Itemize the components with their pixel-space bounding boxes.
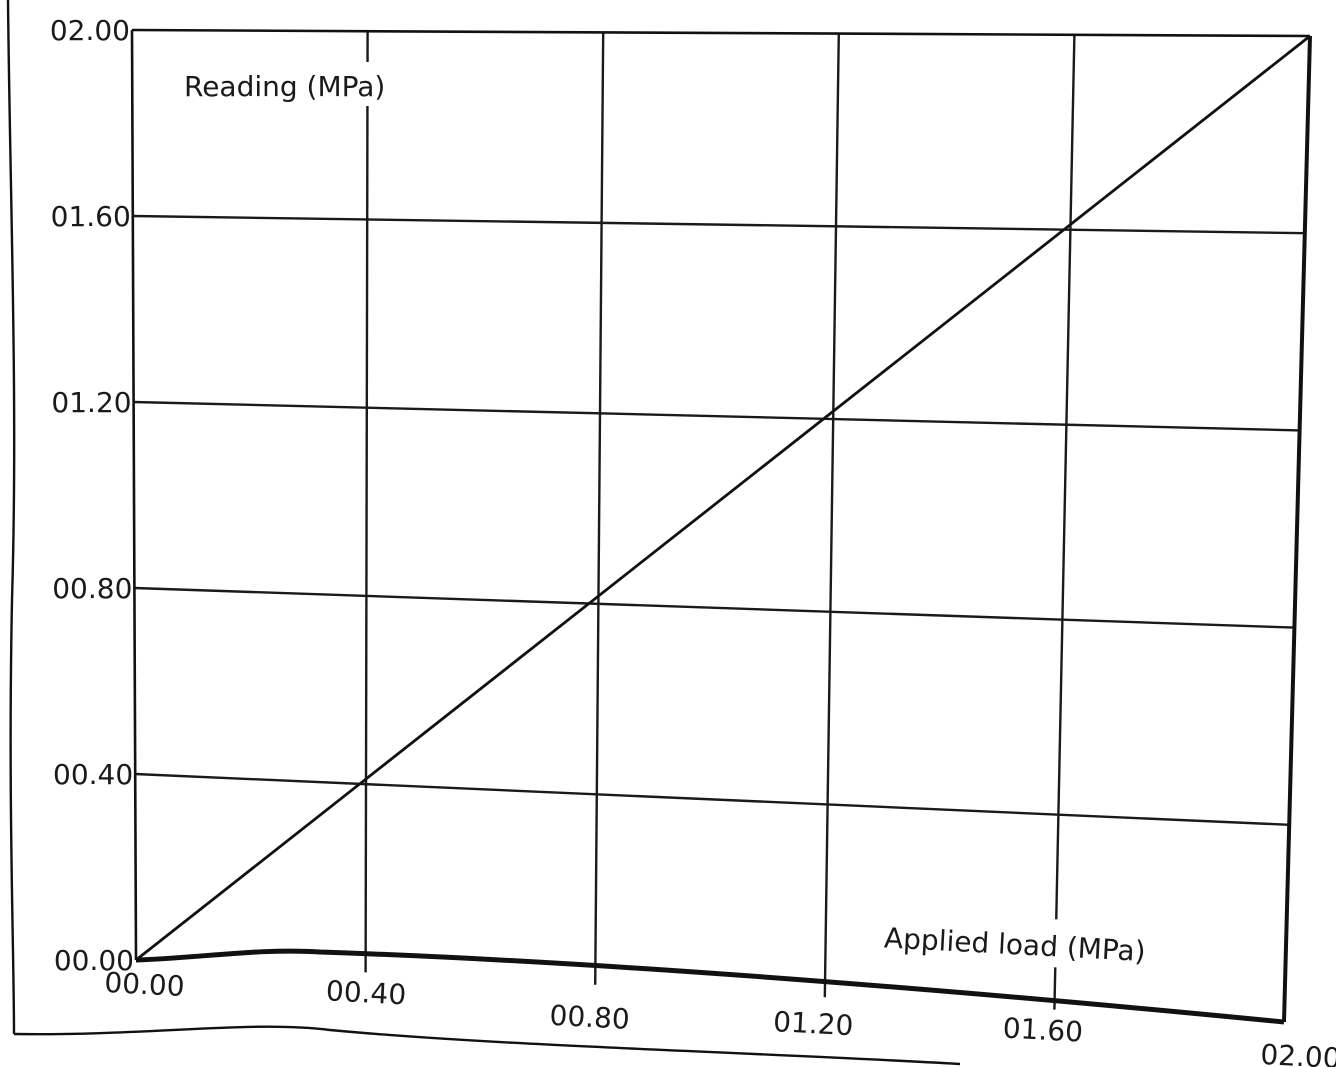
y-tick-label: 00.40 <box>53 758 133 791</box>
x-tick-label: 00.80 <box>549 999 631 1036</box>
x-tick-label: 00.40 <box>325 974 407 1011</box>
y-tick-label: 01.20 <box>51 386 131 419</box>
grid-line-horizontal <box>135 772 1290 826</box>
paper-bottom-edge <box>13 1025 961 1066</box>
frame-top <box>131 28 1311 38</box>
series-line-1 <box>135 34 1311 962</box>
grid-line-vertical <box>823 33 840 998</box>
frame-left <box>130 29 138 961</box>
y-tick-label: 01.60 <box>51 200 131 233</box>
x-tick-label: 01.20 <box>772 1005 854 1042</box>
x-axis-title-group: Applied load (MPa) <box>861 909 1194 975</box>
grid-line-horizontal <box>134 586 1295 629</box>
y-tick-label: 00.80 <box>52 572 132 605</box>
grid-line-vertical <box>594 32 605 985</box>
y-axis-title: Reading (MPa) <box>184 70 385 103</box>
grid-line-vertical <box>1053 34 1076 1010</box>
grid-line-vertical <box>364 31 369 973</box>
frame-bottom <box>135 948 1285 1025</box>
y-tick-label: 00.00 <box>54 944 134 977</box>
xlabel-background <box>861 909 1194 975</box>
ylabel-background <box>176 62 408 106</box>
grid-lines <box>132 31 1305 1010</box>
plot-frame <box>130 28 1312 1025</box>
series-group <box>135 34 1311 962</box>
frame-right <box>1282 35 1312 1023</box>
x-tick-label: 01.60 <box>1002 1012 1084 1049</box>
x-tick-label: 02.00 <box>1260 1038 1336 1067</box>
paper-left-edge <box>6 0 16 1035</box>
x-tick-label: 00.00 <box>104 966 186 1003</box>
y-tick-label: 02.00 <box>50 14 130 47</box>
grid-line-horizontal <box>132 214 1305 235</box>
tick-labels: 00.00 00.40 00.80 01.20 01.60 02.00 00.00 00.40… <box>50 14 1336 1067</box>
grid-line-horizontal <box>133 400 1300 432</box>
